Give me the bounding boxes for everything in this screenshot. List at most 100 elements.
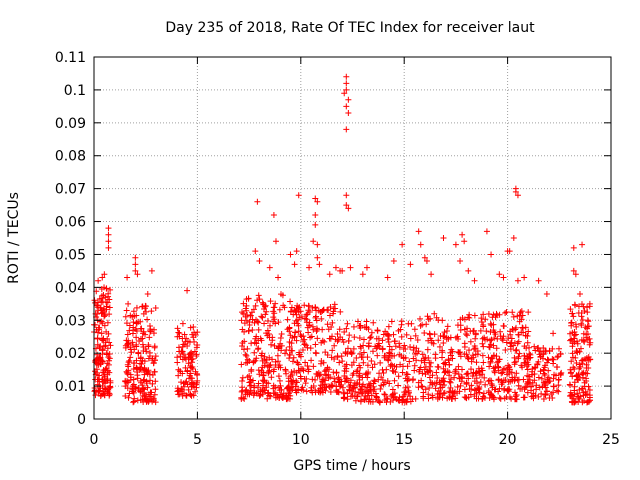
data-point bbox=[146, 334, 153, 341]
data-point bbox=[137, 318, 144, 325]
data-point bbox=[246, 319, 253, 326]
data-point bbox=[488, 251, 495, 258]
data-point bbox=[185, 386, 192, 393]
data-point bbox=[465, 314, 472, 321]
data-point bbox=[411, 367, 418, 374]
data-point bbox=[493, 345, 500, 352]
data-point bbox=[271, 342, 278, 349]
data-point bbox=[140, 377, 147, 384]
data-point bbox=[437, 381, 444, 388]
data-point bbox=[254, 318, 261, 325]
data-point bbox=[543, 348, 550, 355]
data-point bbox=[326, 271, 333, 278]
data-point bbox=[312, 195, 319, 202]
data-point bbox=[145, 391, 152, 398]
data-point bbox=[535, 393, 542, 400]
data-point bbox=[524, 389, 531, 396]
data-point bbox=[511, 354, 518, 361]
data-point bbox=[477, 327, 484, 334]
data-point bbox=[179, 348, 186, 355]
data-point bbox=[384, 274, 391, 281]
data-point bbox=[140, 344, 147, 351]
data-point bbox=[576, 386, 583, 393]
data-point bbox=[294, 302, 301, 309]
data-point bbox=[277, 382, 284, 389]
data-point bbox=[473, 359, 480, 366]
data-point bbox=[447, 379, 454, 386]
data-point bbox=[256, 258, 263, 265]
data-point bbox=[243, 302, 250, 309]
data-point bbox=[317, 360, 324, 367]
data-point bbox=[567, 382, 574, 389]
data-point bbox=[385, 323, 392, 330]
data-point bbox=[94, 341, 101, 348]
data-point bbox=[422, 363, 429, 370]
data-point bbox=[391, 352, 398, 359]
data-point bbox=[427, 359, 434, 366]
data-point bbox=[378, 382, 385, 389]
data-point bbox=[489, 355, 496, 362]
data-point bbox=[328, 354, 335, 361]
data-point bbox=[260, 372, 267, 379]
data-point bbox=[292, 329, 299, 336]
data-point bbox=[487, 320, 494, 327]
data-point bbox=[129, 339, 136, 346]
data-point bbox=[302, 315, 309, 322]
data-point bbox=[379, 346, 386, 353]
data-point bbox=[266, 392, 273, 399]
data-point bbox=[553, 387, 560, 394]
data-point bbox=[105, 354, 112, 361]
data-point bbox=[555, 388, 562, 395]
data-point bbox=[579, 356, 586, 363]
data-point bbox=[344, 390, 351, 397]
data-point bbox=[252, 357, 259, 364]
data-point bbox=[122, 313, 129, 320]
data-point bbox=[327, 374, 334, 381]
data-point bbox=[344, 345, 351, 352]
data-point bbox=[535, 358, 542, 365]
data-point bbox=[401, 399, 408, 406]
data-point bbox=[525, 361, 532, 368]
data-point bbox=[471, 277, 478, 284]
data-point bbox=[512, 358, 519, 365]
data-point bbox=[555, 345, 562, 352]
data-point bbox=[411, 326, 418, 333]
data-point bbox=[92, 376, 99, 383]
data-point bbox=[573, 373, 580, 380]
data-point bbox=[550, 356, 557, 363]
data-point bbox=[465, 267, 472, 274]
data-point bbox=[418, 377, 425, 384]
data-point bbox=[408, 320, 415, 327]
data-point bbox=[395, 327, 402, 334]
data-point bbox=[346, 332, 353, 339]
data-point bbox=[415, 228, 422, 235]
data-point bbox=[186, 351, 193, 358]
data-point bbox=[286, 351, 293, 358]
data-point bbox=[529, 371, 536, 378]
data-point bbox=[525, 328, 532, 335]
data-point bbox=[255, 326, 262, 333]
data-point bbox=[327, 389, 334, 396]
data-point bbox=[572, 331, 579, 338]
data-point bbox=[540, 345, 547, 352]
data-point bbox=[240, 300, 247, 307]
data-point bbox=[137, 355, 144, 362]
data-point bbox=[467, 338, 474, 345]
data-point bbox=[325, 307, 332, 314]
data-point bbox=[435, 364, 442, 371]
data-point bbox=[149, 380, 156, 387]
data-point bbox=[300, 387, 307, 394]
data-point bbox=[329, 319, 336, 326]
data-point bbox=[187, 375, 194, 382]
data-point bbox=[272, 300, 279, 307]
data-point bbox=[585, 365, 592, 372]
data-point bbox=[288, 378, 295, 385]
data-point bbox=[303, 342, 310, 349]
data-point bbox=[461, 386, 468, 393]
data-point bbox=[283, 347, 290, 354]
data-point bbox=[568, 319, 575, 326]
data-point bbox=[490, 352, 497, 359]
data-point bbox=[472, 351, 479, 358]
data-point bbox=[572, 321, 579, 328]
data-point bbox=[480, 311, 487, 318]
